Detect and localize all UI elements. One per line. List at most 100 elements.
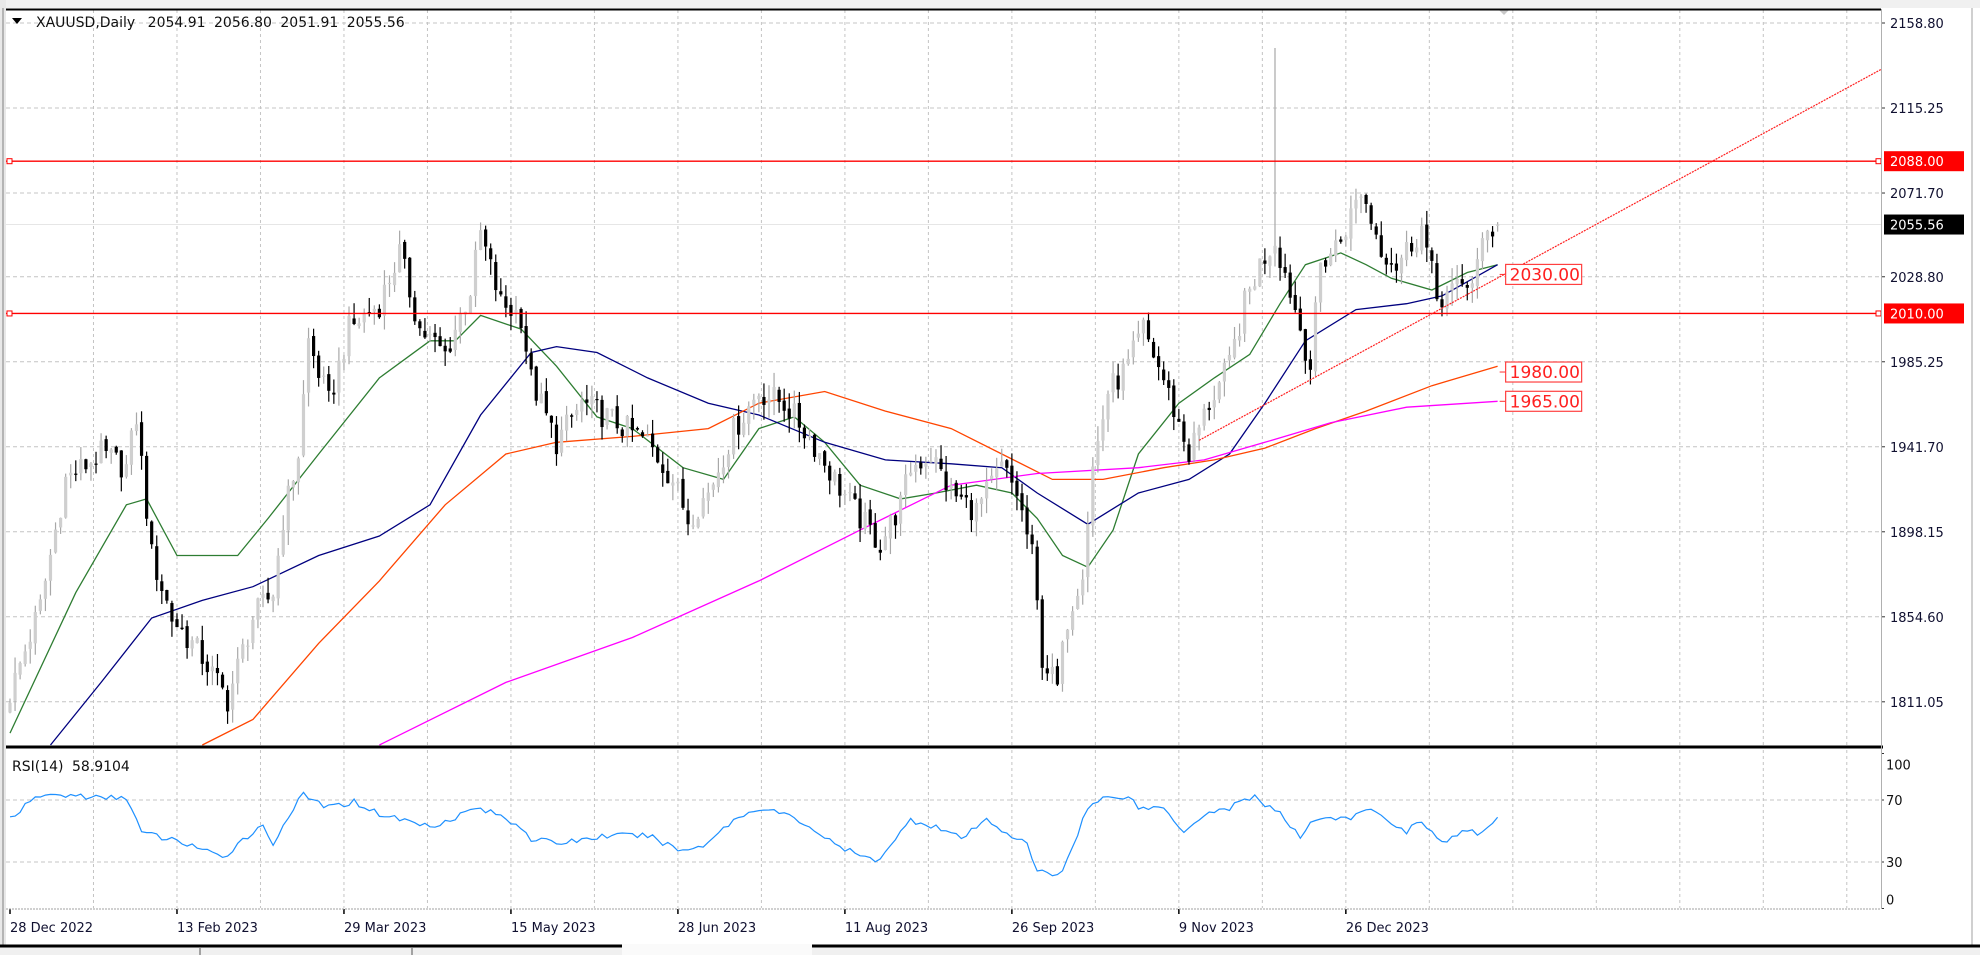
candle-body <box>1035 546 1039 601</box>
candle <box>635 426 640 431</box>
candle-body <box>1485 230 1490 241</box>
candle-body <box>1339 239 1343 242</box>
candle <box>200 625 204 676</box>
candle-body <box>742 422 746 435</box>
candle-body <box>104 439 108 451</box>
candle-body <box>984 481 989 499</box>
candle-body <box>1354 199 1358 209</box>
candle <box>1440 291 1444 317</box>
candle <box>1106 390 1110 432</box>
candle <box>924 456 928 479</box>
candle-body <box>782 400 786 411</box>
current-price-label-bg <box>1884 214 1964 235</box>
candle-body <box>256 598 260 620</box>
candle-body <box>974 502 979 522</box>
candle-body <box>1136 333 1140 338</box>
candle <box>109 448 113 464</box>
trendline[interactable] <box>1198 68 1882 441</box>
candle-body <box>929 460 933 463</box>
candle <box>1268 255 1272 278</box>
rsi-line <box>9 791 1499 877</box>
candle-body <box>696 518 700 528</box>
candle-body <box>1076 595 1080 610</box>
candle-body <box>883 536 887 550</box>
candle-body <box>1318 262 1323 303</box>
candle-body <box>175 619 179 628</box>
candle-body <box>200 640 204 664</box>
candle-body <box>276 555 280 599</box>
candle-body <box>271 596 275 602</box>
active-chart-tab[interactable] <box>622 944 812 955</box>
candle-body <box>1293 295 1297 310</box>
candle <box>1293 281 1297 313</box>
candle-body <box>13 672 17 701</box>
level-handle-icon[interactable] <box>1875 310 1882 317</box>
candle-body <box>1379 235 1383 257</box>
candle-body <box>676 481 680 484</box>
candle-body <box>777 389 781 402</box>
candle <box>666 458 670 484</box>
candle <box>762 383 766 420</box>
level-handle-icon[interactable] <box>1875 158 1882 165</box>
price-tick-label: 2158.80 <box>1890 17 1944 32</box>
candle <box>620 427 624 443</box>
candle-body <box>53 529 58 553</box>
candle-body <box>74 473 78 475</box>
candle-body <box>1217 382 1221 400</box>
candle-body <box>858 498 862 529</box>
candle-body <box>382 284 387 316</box>
candle <box>1374 223 1378 240</box>
candle <box>499 278 503 297</box>
candle-body <box>398 244 402 273</box>
candle-body <box>1480 238 1485 262</box>
candle-body <box>134 424 139 432</box>
candle <box>1212 385 1216 420</box>
triangle-down-icon[interactable] <box>12 18 22 24</box>
candle <box>514 296 518 324</box>
candle-body <box>934 457 938 464</box>
candle <box>1116 363 1120 399</box>
tab-bar <box>0 945 1980 955</box>
price-tick-label: 2028.80 <box>1890 271 1944 286</box>
time-axis: 28 Dec 2022 13 Feb 2023 29 Mar 2023 15 May … <box>9 909 1429 936</box>
candle-body <box>499 291 503 295</box>
candle <box>1065 628 1070 653</box>
candle <box>1060 640 1065 692</box>
candle <box>433 324 437 353</box>
candle-body <box>625 415 629 437</box>
rsi-indicator-value: 58.9104 <box>72 759 130 775</box>
price-tick-label: 1941.70 <box>1890 441 1944 456</box>
candle <box>651 419 655 457</box>
candle <box>812 433 817 462</box>
candle-body <box>489 248 493 260</box>
candle-body <box>79 458 83 474</box>
level-handle-icon[interactable] <box>6 310 13 317</box>
candle <box>630 404 634 442</box>
candle-body <box>1081 579 1085 596</box>
candle <box>1344 234 1348 247</box>
candle-body <box>453 329 457 350</box>
candle <box>595 391 599 413</box>
candle <box>1308 350 1313 385</box>
candle <box>656 444 660 464</box>
candle <box>347 306 351 365</box>
candle-body <box>443 345 447 352</box>
candle <box>119 450 123 492</box>
candle-body <box>807 435 812 438</box>
candle-body <box>944 471 948 491</box>
candle <box>1480 232 1485 270</box>
candle-body <box>160 581 164 592</box>
candle-body <box>1273 245 1277 254</box>
candle-body <box>575 409 579 415</box>
level-handle-icon[interactable] <box>6 158 13 165</box>
candle <box>747 401 751 436</box>
candle <box>792 390 796 429</box>
annotation-label-box <box>1505 390 1583 412</box>
candle-body <box>1470 283 1474 288</box>
candle-body <box>1202 408 1206 426</box>
candle-body <box>266 592 270 600</box>
candle <box>600 395 604 440</box>
candle-body <box>1278 247 1282 268</box>
candle <box>1430 247 1434 274</box>
